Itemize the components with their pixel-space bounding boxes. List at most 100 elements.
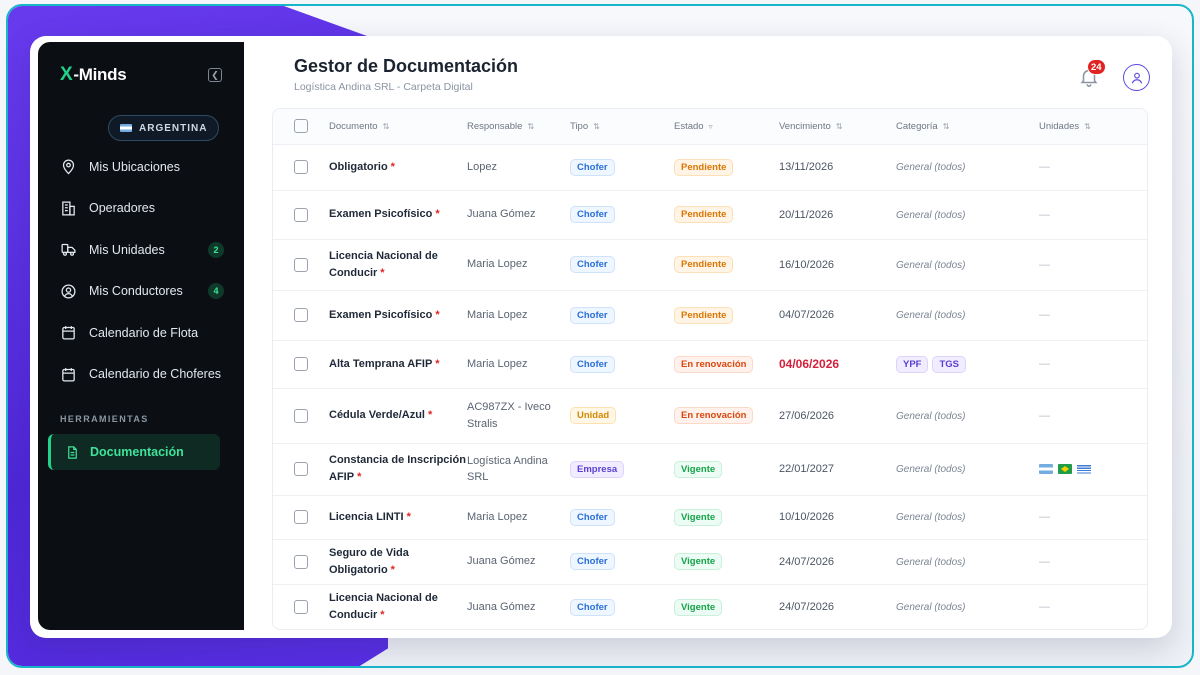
row-checkbox[interactable] — [294, 160, 308, 174]
status-badge: En renovación — [674, 407, 754, 424]
document-name-cell[interactable]: Examen Psicofísico * — [329, 190, 467, 240]
vencimiento-cell: 04/06/2026 — [779, 340, 896, 389]
sidebar-item-calendario-choferes[interactable]: Calendario de Choferes — [52, 354, 232, 396]
category-text: General (todos) — [896, 162, 966, 173]
unidades-cell: — — [1039, 239, 1147, 291]
select-all-checkbox[interactable] — [294, 119, 308, 134]
sidebar-item-operadores[interactable]: Operadores — [52, 188, 232, 230]
table-row[interactable]: Seguro de Vida Obligatorio * Juana Gómez Ch… — [273, 539, 1147, 585]
tipo-cell: Chofer — [570, 584, 674, 629]
document-name-cell[interactable]: Alta Temprana AFIP * — [329, 340, 467, 389]
collapse-sidebar-icon[interactable]: ❮ — [208, 68, 222, 82]
truck-icon — [61, 244, 76, 257]
due-date: 04/06/2026 — [779, 357, 840, 371]
table-row[interactable]: Cédula Verde/Azul * AC987ZX - Iveco Strali… — [273, 388, 1147, 444]
row-checkbox[interactable] — [294, 308, 308, 322]
tipo-cell: Chofer — [570, 495, 674, 540]
estado-cell: Vigente — [674, 443, 779, 496]
brazil-flag-icon — [1058, 464, 1072, 474]
sidebar-item-mis-conductores[interactable]: Mis Conductores 4 — [52, 271, 232, 313]
unidades-cell: — — [1039, 144, 1147, 191]
document-name-cell[interactable]: Seguro de Vida Obligatorio * — [329, 539, 467, 585]
sidebar-item-mis-ubicaciones[interactable]: Mis Ubicaciones — [52, 146, 232, 188]
categoria-cell: General (todos) — [896, 388, 1039, 444]
unidades-cell: — — [1039, 539, 1147, 585]
app-logo[interactable]: X -Minds — [60, 64, 127, 86]
table-row[interactable]: Constancia de Inscripción AFIP * Logística… — [273, 443, 1147, 496]
table-row[interactable]: Licencia Nacional de Conducir * Maria Lope… — [273, 239, 1147, 291]
row-checkbox[interactable] — [294, 462, 308, 476]
sidebar-item-calendario-flota[interactable]: Calendario de Flota — [52, 312, 232, 354]
responsable-cell: Maria Lopez — [467, 495, 570, 540]
table-row[interactable]: Alta Temprana AFIP * Maria Lopez Chofer En r… — [273, 340, 1147, 389]
type-badge: Chofer — [570, 306, 615, 324]
table-header-row: Documento ⇅ Responsable ⇅ Tipo ⇅ Estado ▿ Ve… — [273, 109, 1147, 145]
sidebar: X -Minds ❮ ARGENTINA Mis Ubicaciones Oper… — [38, 42, 244, 630]
table-row[interactable]: Licencia Nacional de Conducir * Juana Góme… — [273, 584, 1147, 629]
building-icon — [62, 201, 75, 216]
table-row[interactable]: Examen Psicofísico * Maria Lopez Chofer Pend… — [273, 290, 1147, 341]
row-checkbox[interactable] — [294, 207, 308, 222]
vencimiento-cell: 22/01/2027 — [779, 443, 896, 496]
unidades-cell: — — [1039, 495, 1147, 540]
due-date: 10/10/2026 — [779, 511, 835, 523]
units-empty: — — [1039, 601, 1050, 613]
vencimiento-cell: 24/07/2026 — [779, 584, 896, 629]
required-marker: * — [390, 563, 395, 576]
row-checkbox[interactable] — [294, 554, 308, 569]
column-header-responsable[interactable]: Responsable ⇅ — [467, 109, 570, 145]
row-checkbox[interactable] — [294, 357, 308, 371]
column-header-estado[interactable]: Estado ▿ — [674, 109, 779, 145]
required-marker: * — [380, 609, 385, 621]
estado-cell: Pendiente — [674, 144, 779, 191]
document-name-cell[interactable]: Licencia Nacional de Conducir * — [329, 239, 467, 291]
column-header-tipo[interactable]: Tipo ⇅ — [570, 109, 674, 145]
row-checkbox[interactable] — [294, 408, 308, 423]
country-selector[interactable]: ARGENTINA — [108, 115, 220, 141]
table-row[interactable]: Obligatorio * Lopez Chofer Pendiente 13/11/20… — [273, 144, 1147, 191]
category-text: General (todos) — [896, 259, 966, 271]
sidebar-item-mis-unidades[interactable]: Mis Unidades 2 — [52, 229, 232, 271]
responsable-cell: Juana Gómez — [467, 539, 570, 585]
row-checkbox[interactable] — [294, 600, 308, 614]
status-badge: En renovación — [674, 355, 754, 373]
units-empty: — — [1039, 555, 1050, 568]
sidebar-item-label: Calendario de Flota — [89, 325, 199, 340]
calendar-icon — [62, 326, 75, 340]
unidades-cell: — — [1039, 340, 1147, 389]
column-header-categoria[interactable]: Categoría ⇅ — [896, 109, 1039, 145]
document-icon — [68, 445, 77, 459]
categoria-cell: General (todos) — [896, 495, 1039, 540]
tipo-cell: Unidad — [570, 388, 674, 444]
document-name-cell[interactable]: Licencia LINTI * — [329, 495, 467, 540]
document-name-cell[interactable]: Constancia de Inscripción AFIP * — [329, 443, 467, 496]
table-row[interactable]: Examen Psicofísico * Juana Gómez Chofer Pend… — [273, 190, 1147, 240]
type-badge: Unidad — [570, 407, 617, 424]
table-row[interactable]: Licencia LINTI * Maria Lopez Chofer Vigente 1… — [273, 495, 1147, 540]
avatar[interactable] — [1123, 64, 1150, 91]
document-name-cell[interactable]: Licencia Nacional de Conducir * — [329, 584, 467, 629]
due-date: 16/10/2026 — [779, 258, 835, 271]
argentina-flag-icon — [1039, 464, 1053, 474]
vencimiento-cell: 10/10/2026 — [779, 495, 896, 540]
user-circle-icon — [61, 284, 76, 299]
row-checkbox[interactable] — [294, 257, 308, 272]
status-badge: Pendiente — [674, 306, 734, 324]
sort-icon: ⇅ — [527, 121, 535, 131]
unidades-cell: — — [1039, 190, 1147, 240]
unidades-cell: — — [1039, 290, 1147, 341]
user-icon — [1131, 72, 1142, 83]
document-name-cell[interactable]: Examen Psicofísico * — [329, 290, 467, 341]
column-header-vencimiento[interactable]: Vencimiento ⇅ — [779, 109, 896, 145]
row-checkbox[interactable] — [294, 510, 308, 524]
categoria-cell: YPF TGS — [896, 340, 1039, 389]
calendar-icon — [62, 367, 75, 382]
document-name-cell[interactable]: Cédula Verde/Azul * — [329, 388, 467, 444]
country-label: ARGENTINA — [139, 122, 208, 134]
column-header-unidades[interactable]: Unidades ⇅ — [1039, 109, 1147, 145]
document-name-cell[interactable]: Obligatorio * — [329, 144, 467, 191]
column-header-documento[interactable]: Documento ⇅ — [329, 109, 467, 145]
unit-flags — [1039, 464, 1147, 474]
sidebar-item-documentacion[interactable]: Documentación — [48, 434, 220, 470]
category-text: General (todos) — [896, 464, 966, 475]
